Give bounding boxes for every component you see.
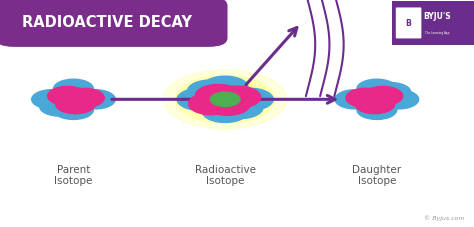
Circle shape	[32, 90, 72, 109]
FancyBboxPatch shape	[0, 0, 228, 48]
Text: Radioactive
Isotope: Radioactive Isotope	[195, 164, 255, 185]
Circle shape	[357, 101, 397, 120]
Circle shape	[47, 87, 87, 106]
Circle shape	[195, 85, 241, 107]
Circle shape	[215, 87, 261, 109]
Text: Daughter
Isotope: Daughter Isotope	[352, 164, 401, 185]
Circle shape	[217, 97, 263, 119]
Circle shape	[55, 95, 95, 114]
Circle shape	[205, 94, 250, 116]
Circle shape	[175, 76, 275, 124]
Text: RADIOACTIVE DECAY: RADIOACTIVE DECAY	[22, 15, 191, 30]
Circle shape	[210, 93, 240, 107]
Circle shape	[64, 89, 104, 108]
Circle shape	[54, 80, 93, 99]
Text: B: B	[406, 19, 411, 28]
Circle shape	[189, 93, 234, 115]
Circle shape	[75, 90, 115, 109]
FancyBboxPatch shape	[392, 2, 474, 46]
Circle shape	[187, 81, 233, 103]
Circle shape	[185, 81, 265, 119]
Circle shape	[202, 101, 248, 123]
Circle shape	[202, 77, 248, 99]
Circle shape	[363, 87, 403, 106]
Text: Parent
Isotope: Parent Isotope	[55, 164, 92, 185]
Text: © Byjus.com: © Byjus.com	[424, 215, 465, 220]
Circle shape	[54, 101, 93, 120]
Circle shape	[164, 70, 287, 129]
Circle shape	[228, 89, 273, 111]
Circle shape	[357, 80, 397, 99]
Circle shape	[346, 89, 386, 108]
Text: BYJU'S: BYJU'S	[423, 12, 451, 21]
Circle shape	[379, 90, 419, 109]
Circle shape	[371, 83, 410, 102]
Circle shape	[335, 90, 375, 109]
FancyBboxPatch shape	[396, 8, 421, 39]
Text: The Learning App: The Learning App	[425, 31, 449, 35]
Circle shape	[177, 89, 223, 111]
Circle shape	[40, 97, 80, 116]
Circle shape	[355, 95, 395, 114]
